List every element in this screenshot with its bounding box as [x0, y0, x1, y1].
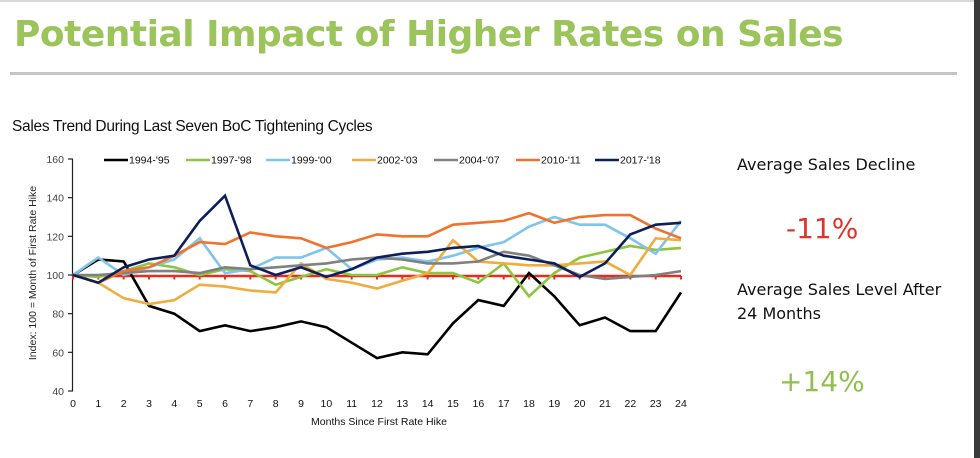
x-tick-label: 6 [222, 398, 228, 410]
slide-top-border [0, 0, 974, 2]
legend-label-2017-18: 2017-'18 [620, 155, 661, 167]
x-tick-label: 1 [95, 398, 101, 410]
x-tick-label: 20 [574, 398, 586, 410]
x-tick-label: 24 [675, 398, 687, 410]
title-divider [10, 72, 957, 75]
series-line-2017-18 [72, 193, 682, 285]
legend-label-2004-07: 2004-'07 [459, 155, 500, 167]
average-sales-level-value: +14% [779, 365, 865, 398]
legend-label-1999-00: 1999-'00 [291, 155, 332, 167]
legend-label-1994-95: 1994-'95 [129, 155, 170, 167]
x-tick-label: 13 [396, 398, 408, 410]
x-tick-label: 3 [146, 398, 152, 410]
y-tick-label: 100 [46, 270, 64, 282]
series-line-1999-00 [72, 215, 683, 277]
x-tick-label: 21 [599, 398, 611, 410]
x-tick-label: 9 [298, 398, 304, 410]
legend-label-2002-03: 2002-'03 [377, 155, 418, 167]
average-sales-decline-value: -11% [786, 212, 859, 245]
x-tick-label: 5 [197, 398, 203, 410]
y-tick-label: 80 [52, 309, 64, 321]
series-line-2002-03 [72, 236, 682, 306]
legend-label-2010-11: 2010-'11 [541, 155, 581, 167]
x-axis-title: Months Since First Rate Hike [311, 416, 447, 428]
average-sales-level-label-line1: Average Sales Level After [737, 280, 942, 299]
y-axis-title: Index: 100 = Month of First Rate Hike [27, 186, 39, 360]
x-tick-label: 14 [422, 398, 434, 410]
x-tick-label: 0 [70, 398, 76, 410]
x-tick-label: 8 [273, 398, 279, 410]
x-tick-label: 15 [447, 398, 459, 410]
chart-title: Sales Trend During Last Seven BoC Tighte… [12, 118, 373, 135]
x-tick-label: 4 [171, 398, 177, 410]
x-tick-label: 2 [121, 398, 127, 410]
x-tick-label: 12 [371, 398, 383, 410]
average-sales-decline-label: Average Sales Decline [737, 155, 916, 174]
series-line-1997-98 [72, 244, 682, 299]
y-tick-label: 120 [46, 231, 64, 243]
y-tick-label: 140 [46, 193, 64, 205]
average-sales-level-label-line2: 24 Months [737, 304, 821, 323]
x-tick-label: 10 [320, 398, 332, 410]
x-tick-label: 19 [548, 398, 560, 410]
y-tick-label: 40 [52, 386, 64, 398]
x-tick-label: 16 [472, 398, 484, 410]
x-tick-label: 22 [624, 398, 636, 410]
slide-title: Potential Impact of Higher Rates on Sale… [14, 14, 844, 55]
x-tick-label: 11 [346, 398, 357, 410]
y-tick-label: 60 [52, 347, 64, 359]
series-line-1994-95 [72, 258, 683, 360]
legend-label-1997-98: 1997-'98 [211, 155, 252, 167]
x-tick-label: 7 [247, 398, 253, 410]
x-tick-label: 18 [523, 398, 535, 410]
x-tick-label: 17 [498, 398, 510, 410]
x-tick-label: 23 [650, 398, 662, 410]
y-tick-label: 160 [46, 154, 64, 166]
window-edge [974, 0, 980, 458]
